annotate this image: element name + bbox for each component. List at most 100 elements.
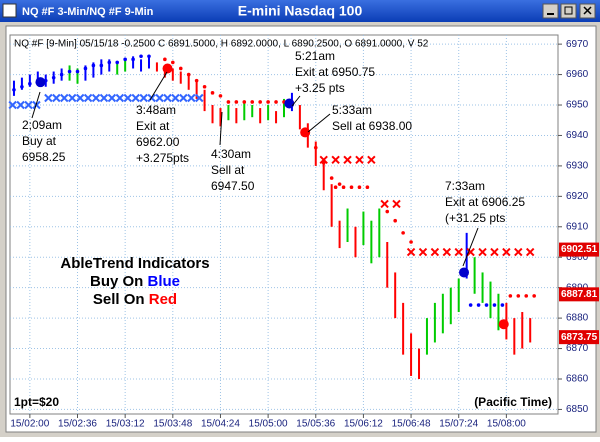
indicator-dot <box>524 294 529 298</box>
minimize-button[interactable] <box>542 3 559 19</box>
chart-title: E-mini Nasdaq 100 <box>238 3 363 19</box>
window-buttons[interactable] <box>542 3 596 19</box>
arrow <box>149 71 168 101</box>
y-tick-label: 6920 <box>566 191 589 202</box>
legend-buy-text: Buy On <box>90 273 148 290</box>
indicator-dot <box>337 182 342 186</box>
x-tick-label: 15/06:48 <box>392 419 431 430</box>
price-bar <box>346 208 349 243</box>
marks <box>8 54 536 379</box>
legend-buy-word: Blue <box>148 273 181 290</box>
y-tick-label: 6880 <box>566 313 589 324</box>
price-bar <box>211 105 214 124</box>
indicator-x <box>392 199 401 209</box>
indicator-dot <box>91 63 96 68</box>
indicator-dot <box>139 54 143 59</box>
maximize-icon <box>564 6 573 15</box>
annotation: 7:33am <box>445 179 485 193</box>
indicator-x <box>179 93 188 103</box>
indicator-dot <box>163 57 167 62</box>
indicator-x <box>418 247 428 257</box>
indicator-dot <box>329 176 334 180</box>
price-bar <box>227 105 230 121</box>
price-bar <box>251 105 254 118</box>
indicator-dot <box>178 66 183 71</box>
indicator-dot <box>83 66 88 71</box>
indicator-dot <box>20 84 24 89</box>
price-bar <box>171 68 174 81</box>
price-bar <box>370 220 373 264</box>
indicator-dot <box>393 218 397 223</box>
indicator-dot <box>250 100 255 104</box>
indicator-dot <box>516 294 521 298</box>
indicator-dot <box>51 75 56 80</box>
indicator-dot <box>409 240 413 244</box>
indicator-dot <box>258 100 262 104</box>
price-bar <box>203 89 206 112</box>
indicator-dot <box>147 54 151 59</box>
indicator-x <box>331 155 340 165</box>
indicator-dot <box>500 303 505 307</box>
price-bar <box>20 77 23 90</box>
price-bar <box>36 71 39 84</box>
price-bar <box>140 59 143 72</box>
indicator-x <box>367 155 376 165</box>
annotation: 2;09am <box>22 118 62 132</box>
price-bar <box>147 56 150 69</box>
y-tick-label: 6860 <box>566 374 589 385</box>
indicator-x <box>514 247 523 257</box>
arrow <box>307 113 331 133</box>
annotation: 6947.50 <box>211 179 255 193</box>
price-bar <box>425 318 428 355</box>
y-tick-label: 6950 <box>566 100 589 111</box>
signal-dot <box>498 319 509 330</box>
indicator-dot <box>532 294 536 298</box>
price-bar <box>314 141 317 166</box>
annotation: Exit at 6950.75 <box>295 65 375 79</box>
indicator-dot <box>210 91 215 95</box>
indicator-x <box>187 93 196 103</box>
indicator-x <box>466 247 475 257</box>
indicator-dot <box>333 185 338 190</box>
indicator-dot <box>266 100 270 104</box>
footer-right: (Pacific Time) <box>474 395 552 409</box>
indicator-x <box>75 93 85 103</box>
indicator-x <box>355 155 364 165</box>
signal-dot <box>284 98 295 109</box>
x-tick-label: 15/07:24 <box>439 419 478 430</box>
indicator-x <box>91 93 101 103</box>
price-bar <box>433 302 436 343</box>
annotation: Buy at <box>22 134 57 148</box>
y-tick-label: 6960 <box>566 69 589 80</box>
x-tick-label: 15/06:12 <box>344 419 383 430</box>
indicator-x <box>24 100 33 110</box>
indicator-dot <box>59 72 64 77</box>
indicator-x <box>442 247 452 257</box>
indicator-dot <box>468 303 473 307</box>
x-tick-label: 15/03:48 <box>153 419 192 430</box>
arrow <box>291 95 301 107</box>
indicator-dot <box>357 185 362 190</box>
y-tick-label: 6940 <box>566 130 589 141</box>
indicator-x <box>155 93 164 103</box>
indicator-x <box>8 100 17 110</box>
price-bar <box>473 257 476 294</box>
price-bar <box>386 242 389 288</box>
signal-dot <box>35 77 46 88</box>
indicator-dot <box>341 185 346 190</box>
maximize-button[interactable] <box>560 3 577 19</box>
legend-sell: Sell On Red <box>93 291 177 308</box>
indicator-dot <box>115 60 120 65</box>
price-bar <box>322 159 325 191</box>
x-tick-label: 15/02:00 <box>10 419 49 430</box>
legend-title: AbleTrend Indicators <box>60 255 209 272</box>
price-label-box <box>559 287 599 302</box>
price-bar <box>195 80 198 99</box>
y-tick-label: 6970 <box>566 39 589 50</box>
price-bar <box>529 318 532 343</box>
indicator-dot <box>274 100 278 104</box>
price-bar <box>298 105 301 130</box>
annotation: 3:48am <box>136 103 176 117</box>
price-label-box <box>559 330 599 345</box>
